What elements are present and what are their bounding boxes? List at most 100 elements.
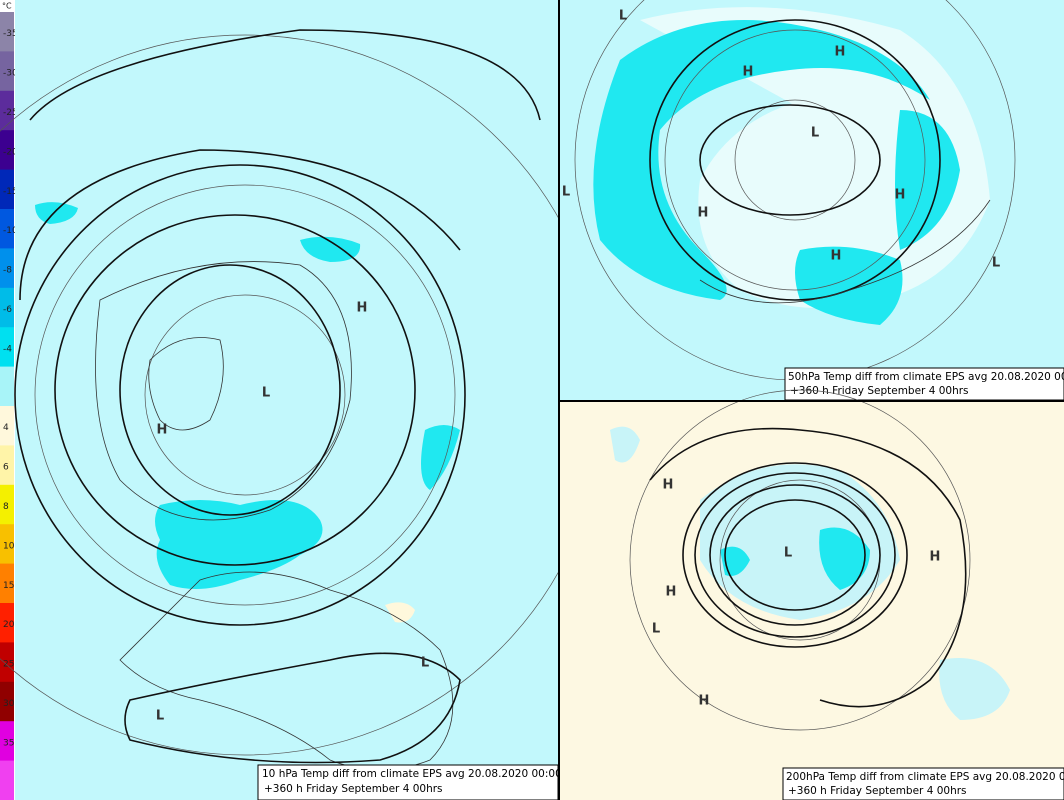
colorbar-label: -8: [3, 266, 12, 276]
colorbar-label: -20: [3, 147, 18, 157]
contour: [649, 19, 941, 301]
pressure-center: L: [811, 126, 819, 141]
colorbar-segment: [0, 12, 14, 52]
contour: [54, 214, 416, 566]
colorbar-segment: [0, 248, 14, 289]
colorbar-label: 10: [3, 541, 15, 551]
anomaly-area: [610, 426, 1010, 720]
contour: [724, 499, 866, 611]
coastline: [95, 261, 352, 521]
pressure-center: L: [652, 622, 660, 637]
contour: [14, 164, 466, 626]
colorbar-segment: [0, 484, 14, 525]
pressure-center: H: [930, 550, 941, 565]
colorbar-label: -6: [3, 305, 12, 315]
pressure-center: H: [157, 423, 168, 438]
colorbar-label: 8: [3, 502, 9, 512]
colorbar-segment: [0, 51, 14, 92]
pressure-center: H: [699, 694, 710, 709]
pressure-center: H: [357, 301, 368, 316]
caption-box: [257, 764, 559, 800]
panel-10hpa: H L H L L 10 hPa Temp diff from climate …: [0, 0, 606, 800]
caption: +360 h Friday September 4 00hrs: [264, 783, 443, 795]
pressure-center: L: [156, 709, 164, 724]
latitude-circle: [664, 29, 926, 291]
anomaly-area: [385, 602, 415, 623]
colorbar-segment: [0, 287, 14, 328]
colorbar-segment: [0, 760, 14, 800]
colorbar-label: -25: [3, 108, 18, 118]
pressure-center: H: [666, 585, 677, 600]
caption: 50hPa Temp diff from climate EPS avg 20.…: [788, 371, 1064, 383]
caption-box: [782, 767, 1064, 800]
latitude-circle: [34, 184, 456, 606]
contour: [124, 652, 461, 764]
colorbar-segment: [0, 327, 14, 368]
pressure-center: H: [663, 478, 674, 493]
latitude-circle: [629, 389, 971, 731]
contour: [694, 472, 896, 638]
colorbar-segment: [0, 366, 14, 407]
pressure-center: L: [562, 185, 570, 200]
colorbar-unit: °C: [2, 2, 12, 11]
caption: 200hPa Temp diff from climate EPS avg 20…: [786, 771, 1064, 783]
colorbar-label: 35: [3, 738, 14, 748]
panel-bg: [15, 0, 558, 800]
anomaly-area: [35, 202, 460, 589]
contour: [19, 29, 541, 301]
colorbar-segment: [0, 406, 14, 446]
contour: [682, 462, 908, 648]
colorbar-label: -10: [3, 226, 18, 236]
pressure-center: H: [698, 206, 709, 221]
anomaly-area: [593, 20, 960, 325]
colorbar: -35 -30 -25 -20 -15 -10 -8 -6 -4 4 6 8 10 15 20 25 30 35: [0, 12, 18, 800]
pressure-center: L: [784, 546, 792, 561]
latitude-circle: [144, 294, 346, 496]
caption: +360 h Friday September 4 00hrs: [788, 785, 967, 797]
colorbar-segment: [0, 563, 14, 604]
colorbar-label: 30: [3, 699, 15, 709]
colorbar-segment: [0, 642, 14, 683]
colorbar-label: -35: [3, 29, 18, 39]
panel-50hpa: L H H L H H L L H 50hPa Temp diff from c…: [560, 0, 1064, 401]
pressure-center: L: [421, 656, 429, 671]
pressure-center: L: [619, 9, 627, 24]
pressure-center: H: [831, 249, 842, 264]
caption: +360 h Friday September 4 00hrs: [790, 385, 969, 397]
contour: [699, 104, 881, 216]
coastline: [119, 571, 454, 771]
pressure-center: L: [992, 256, 1000, 271]
colorbar-segment: [0, 681, 14, 722]
anomaly-area: [720, 527, 870, 590]
coastline: [148, 337, 224, 431]
latitude-circle: [734, 99, 856, 221]
colorbar-label: 4: [3, 423, 9, 433]
colorbar-label: -4: [3, 344, 12, 354]
pressure-center: L: [262, 386, 270, 401]
colorbar-label: -15: [3, 187, 18, 197]
colorbar-segment: [0, 603, 14, 643]
colorbar-label: -30: [3, 69, 18, 79]
colorbar-segment: [0, 721, 14, 762]
contour: [119, 264, 341, 516]
colorbar-segment: [0, 209, 14, 249]
contour: [649, 427, 967, 708]
pressure-center: H: [835, 45, 846, 60]
contour: [709, 484, 881, 626]
colorbar-segment: [0, 130, 14, 171]
panel-200hpa: H L H H L H 200hPa Temp diff from climat…: [560, 389, 1064, 800]
colorbar-segment: [0, 90, 14, 131]
caption-box: [784, 367, 1064, 401]
pressure-center: H: [743, 65, 754, 80]
colorbar-label: 25: [3, 660, 14, 670]
colorbar-label: 20: [3, 620, 15, 630]
colorbar-segment: [0, 169, 14, 210]
coastline: [699, 199, 991, 304]
caption: 10 hPa Temp diff from climate EPS avg 20…: [262, 768, 562, 780]
colorbar-label: 15: [3, 581, 14, 591]
colorbar-segment: [0, 445, 14, 486]
pressure-center: H: [895, 188, 906, 203]
colorbar-label: 6: [3, 463, 9, 473]
colorbar-segment: [0, 524, 14, 565]
